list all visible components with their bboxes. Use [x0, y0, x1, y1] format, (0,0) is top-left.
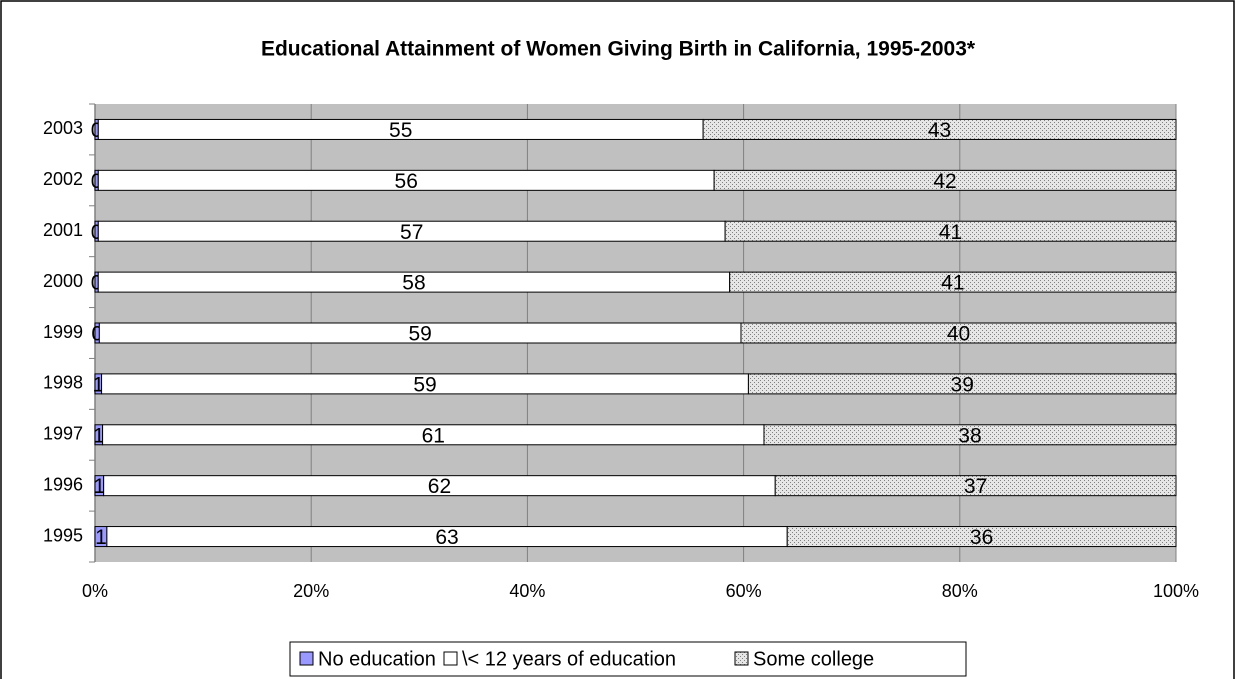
data-label: 38 — [958, 424, 981, 447]
data-label: 1 — [93, 475, 105, 498]
x-tick-label: 60% — [726, 581, 762, 601]
y-tick-label: 1998 — [43, 373, 83, 393]
bar-segment — [747, 373, 1177, 395]
data-label: 0 — [91, 119, 103, 142]
y-tick-label: 2002 — [43, 169, 83, 189]
legend-label: \< 12 years of education — [462, 648, 676, 670]
data-label: 39 — [951, 373, 974, 396]
data-label: 63 — [435, 526, 458, 549]
data-label: 0 — [91, 272, 103, 295]
x-tick-label: 40% — [509, 581, 545, 601]
data-label: 43 — [928, 119, 951, 142]
data-label: 0 — [91, 323, 103, 346]
bar-segment — [763, 424, 1177, 446]
data-label: 56 — [395, 170, 418, 193]
data-label: 41 — [939, 221, 962, 244]
bar-segment — [729, 271, 1177, 293]
legend-swatch — [443, 651, 458, 666]
x-tick-label: 100% — [1153, 581, 1199, 601]
y-tick-label: 1995 — [43, 525, 83, 545]
legend-swatch — [734, 651, 749, 666]
data-label: 0 — [91, 170, 103, 193]
y-tick-label: 2003 — [43, 118, 83, 138]
data-label: 55 — [389, 119, 412, 142]
bar-segment — [713, 169, 1177, 191]
data-label: 1 — [92, 373, 104, 396]
bar-segment — [786, 526, 1177, 548]
chart-title: Educational Attainment of Women Giving B… — [261, 38, 976, 61]
data-label: 42 — [933, 170, 956, 193]
data-label: 37 — [964, 475, 987, 498]
data-label: 1 — [93, 424, 105, 447]
legend-swatch — [299, 651, 314, 666]
data-label: 36 — [970, 526, 993, 549]
data-label: 59 — [408, 323, 431, 346]
data-label: 57 — [400, 221, 423, 244]
y-tick-label: 2001 — [43, 220, 83, 240]
bar-segment — [774, 475, 1177, 497]
legend-label: No education — [318, 648, 436, 670]
data-label: 62 — [428, 475, 451, 498]
legend-box — [289, 641, 967, 677]
x-tick-label: 80% — [942, 581, 978, 601]
y-tick-label: 2000 — [43, 271, 83, 291]
data-label: 40 — [947, 323, 970, 346]
y-tick-label: 1999 — [43, 322, 83, 342]
x-tick-label: 0% — [82, 581, 108, 601]
data-label: 58 — [402, 272, 425, 295]
data-label: 1 — [95, 526, 107, 549]
bar-segment — [740, 322, 1177, 344]
data-label: 61 — [422, 424, 445, 447]
legend-label: Some college — [753, 648, 874, 670]
y-tick-label: 1997 — [43, 424, 83, 444]
bar-segment — [702, 118, 1177, 140]
x-tick-label: 20% — [293, 581, 329, 601]
data-label: 41 — [941, 272, 964, 295]
y-tick-label: 1996 — [43, 474, 83, 494]
bar-segment — [724, 220, 1177, 242]
data-label: 0 — [91, 221, 103, 244]
data-label: 59 — [413, 373, 436, 396]
